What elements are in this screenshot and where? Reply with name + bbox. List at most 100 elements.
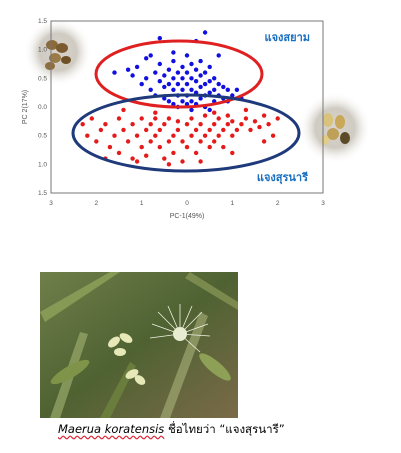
surin-point <box>193 150 199 156</box>
x-tick-label: 2 <box>95 200 99 207</box>
surin-point <box>153 133 158 138</box>
surin-point <box>130 156 135 161</box>
surin-point <box>89 116 95 121</box>
figure-caption: Maerua koratensis ชื่อไทยว่า “แจงสุรนารี… <box>58 421 285 439</box>
surin-point <box>216 133 221 138</box>
surin-point <box>107 144 113 150</box>
surin-point <box>116 150 122 156</box>
siam-point <box>166 67 172 72</box>
siam-point <box>202 81 208 87</box>
surin-point <box>139 144 144 150</box>
surin-point <box>189 116 194 121</box>
surin-point <box>166 116 172 121</box>
surin-point <box>180 159 185 164</box>
siam-point <box>171 101 176 107</box>
surin-point <box>234 127 240 133</box>
surin-point <box>148 122 153 127</box>
y-tick-label: 1.5 <box>38 18 47 25</box>
surin-point <box>162 122 167 127</box>
surin-point <box>184 122 190 127</box>
surin-point <box>162 156 167 161</box>
thai-name-text: ชื่อไทยว่า “แจงสุรนารี” <box>164 422 285 436</box>
surin-point <box>112 133 117 138</box>
siam-point <box>207 107 212 113</box>
surin-point <box>275 116 280 121</box>
siam-point <box>207 64 212 70</box>
siam-point <box>180 99 185 104</box>
surin-point <box>243 116 249 121</box>
surin-point <box>198 122 203 127</box>
siam-point <box>139 81 144 87</box>
surin-point <box>144 153 149 158</box>
surin-point <box>125 139 131 144</box>
maerua-flower-image <box>40 272 238 418</box>
siam-point <box>153 70 158 75</box>
siam-point <box>171 87 176 93</box>
surin-point <box>243 107 249 113</box>
y-tick-label: 1.0 <box>38 47 47 54</box>
siam-point <box>189 76 194 81</box>
surin-ellipse <box>71 93 301 173</box>
siam-point <box>189 61 194 67</box>
surin-point <box>193 127 199 133</box>
surin-point <box>212 122 217 127</box>
surin-point <box>134 159 140 164</box>
siam-point <box>134 64 140 70</box>
surin-point <box>221 127 226 133</box>
surin-point <box>121 127 126 133</box>
surin-point <box>189 133 194 138</box>
plot-frame <box>50 20 324 194</box>
siam-point <box>189 99 194 104</box>
y-tick-label: 1.5 <box>38 190 47 197</box>
surin-point <box>85 133 90 138</box>
surin-point <box>134 133 140 138</box>
surin-point <box>212 110 217 115</box>
surin-point <box>180 139 185 144</box>
siam-point <box>221 84 226 90</box>
surin-point <box>221 144 226 150</box>
surin-point <box>230 150 235 156</box>
surin-point <box>198 159 203 164</box>
y-axis-label: PC 2(17%) <box>22 90 29 124</box>
surin-point <box>216 116 221 121</box>
siam-point <box>144 56 149 61</box>
surin-point <box>225 113 230 118</box>
surin-point <box>257 124 262 130</box>
siam-point <box>157 61 162 67</box>
siam-point <box>184 70 190 75</box>
siam-point <box>171 50 176 55</box>
siam-point <box>202 70 208 75</box>
surin-point <box>153 110 158 115</box>
surin-point <box>175 127 181 133</box>
x-tick-label: 0 <box>185 200 189 207</box>
siam-point <box>184 81 190 87</box>
surin-point <box>157 127 162 133</box>
siam-point <box>175 81 181 87</box>
pca-scatter-plot: 3 2 1 0 1 2 3 1.5 1.0 0.5 0.0 0.5 1.0 1.5 แจงสยาม แจ… <box>22 18 371 220</box>
surin-point <box>202 133 208 138</box>
surin-point <box>230 133 235 138</box>
surin-point <box>270 133 276 138</box>
surin-point <box>184 144 190 150</box>
siam-point <box>166 81 172 87</box>
siam-point <box>198 96 203 101</box>
siam-point <box>193 67 199 72</box>
surin-point <box>166 162 172 167</box>
surin-point <box>148 139 153 144</box>
y-tick-label: 0.5 <box>38 75 47 82</box>
y-tick-label: 1.0 <box>38 161 47 168</box>
surin-point <box>103 122 108 127</box>
y-tick-label: 0.0 <box>38 104 47 111</box>
surin-point <box>212 139 217 144</box>
siam-seed-image <box>24 18 92 86</box>
siam-point <box>198 73 203 78</box>
siam-point <box>157 36 162 41</box>
x-tick-label: 3 <box>321 200 325 207</box>
siam-point <box>180 76 185 81</box>
surin-point <box>116 116 122 121</box>
siam-point <box>225 87 230 93</box>
siam-point <box>193 79 199 84</box>
siam-point <box>130 73 135 78</box>
surin-point <box>239 122 244 127</box>
siam-point <box>216 53 221 58</box>
